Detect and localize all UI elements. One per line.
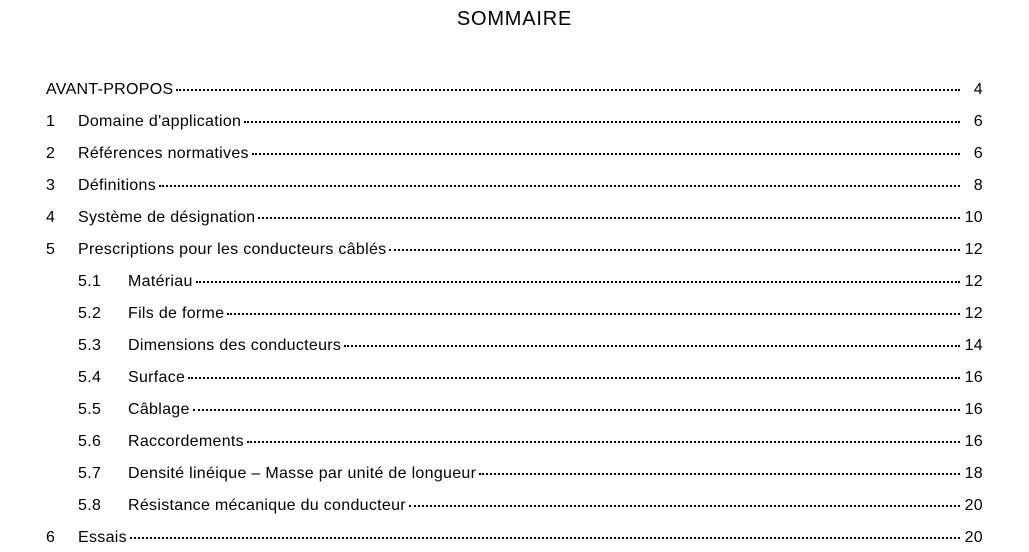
toc-leader-dots	[188, 377, 960, 379]
toc-leader-dots	[176, 89, 960, 91]
toc-entry-number: 5.2	[78, 305, 128, 323]
toc-entry-label: Références normatives	[78, 145, 249, 163]
toc-entry: 5.4Surface 16	[46, 369, 983, 387]
toc-entry-page: 20	[963, 529, 983, 547]
toc-entry-number: 3	[46, 177, 78, 195]
toc-entry-page: 12	[963, 241, 983, 259]
toc-leader-dots	[252, 153, 960, 155]
toc-entry-label: Résistance mécanique du conducteur	[128, 497, 406, 515]
toc-entry-label: Dimensions des conducteurs	[128, 337, 341, 355]
toc-entry-number: 6	[46, 529, 78, 547]
toc-entry: 5.1Matériau 12	[46, 273, 983, 291]
toc-leader-dots	[247, 441, 960, 443]
toc-entry-page: 18	[963, 465, 983, 483]
toc-entry-label: Essais	[78, 529, 127, 547]
toc-entry-number: 5.7	[78, 465, 128, 483]
toc-entry: 5.6Raccordements 16	[46, 433, 983, 451]
toc-entry-page: 20	[963, 497, 983, 515]
toc-entry-page: 14	[963, 337, 983, 355]
toc-entry-number: 5.5	[78, 401, 128, 419]
toc-entry: 5.5Câblage 16	[46, 401, 983, 419]
toc-leader-dots	[193, 409, 960, 411]
toc-leader-dots	[479, 473, 960, 475]
toc-entry: 2Références normatives 6	[46, 145, 983, 163]
toc-entry-label: Câblage	[128, 401, 190, 419]
toc-leader-dots	[227, 313, 960, 315]
toc-entry-number: 5	[46, 241, 78, 259]
toc-entry-number: 5.8	[78, 497, 128, 515]
toc-leader-dots	[409, 505, 960, 507]
toc-leader-dots	[196, 281, 960, 283]
toc-entry-label: AVANT-PROPOS	[46, 81, 173, 99]
toc-entry-page: 6	[963, 145, 983, 163]
toc-entry: 1Domaine d'application 6	[46, 113, 983, 131]
toc-entry-page: 12	[963, 305, 983, 323]
toc-leader-dots	[159, 185, 960, 187]
toc-entry-label: Système de désignation	[78, 209, 255, 227]
toc-entry: 5Prescriptions pour les conducteurs câbl…	[46, 241, 983, 259]
toc-entry: 5.3Dimensions des conducteurs 14	[46, 337, 983, 355]
toc-entry: 6Essais 20	[46, 529, 983, 547]
toc-entry-label: Prescriptions pour les conducteurs câblé…	[78, 241, 386, 259]
toc-entry: 5.8Résistance mécanique du conducteur 20	[46, 497, 983, 515]
toc-entry-page: 16	[963, 433, 983, 451]
toc-entry: 4Système de désignation 10	[46, 209, 983, 227]
toc-entry: 3Définitions 8	[46, 177, 983, 195]
page-title: SOMMAIRE	[46, 8, 983, 31]
table-of-contents: AVANT-PROPOS41Domaine d'application62Réf…	[46, 81, 983, 547]
toc-entry-number: 5.3	[78, 337, 128, 355]
toc-entry-page: 16	[963, 369, 983, 387]
toc-entry-page: 6	[963, 113, 983, 131]
toc-entry-label: Surface	[128, 369, 185, 387]
toc-entry-page: 10	[963, 209, 983, 227]
toc-entry-number: 5.1	[78, 273, 128, 291]
toc-entry-number: 5.4	[78, 369, 128, 387]
toc-leader-dots	[389, 249, 960, 251]
toc-entry: AVANT-PROPOS 4	[46, 81, 983, 99]
toc-entry-label: Domaine d'application	[78, 113, 241, 131]
toc-entry-number: 5.6	[78, 433, 128, 451]
toc-entry-page: 8	[963, 177, 983, 195]
toc-entry-page: 12	[963, 273, 983, 291]
toc-leader-dots	[130, 537, 960, 539]
toc-entry-label: Raccordements	[128, 433, 244, 451]
toc-entry-page: 4	[963, 81, 983, 99]
toc-leader-dots	[258, 217, 960, 219]
toc-leader-dots	[244, 121, 960, 123]
toc-entry: 5.2Fils de forme 12	[46, 305, 983, 323]
toc-entry-number: 4	[46, 209, 78, 227]
toc-entry-page: 16	[963, 401, 983, 419]
toc-entry-label: Fils de forme	[128, 305, 224, 323]
page: SOMMAIRE AVANT-PROPOS 4 1Domaine d'applica…	[0, 0, 1029, 552]
toc-entry-label: Densité linéique – Masse par unité de lo…	[128, 465, 476, 483]
toc-entry-label: Définitions	[78, 177, 156, 195]
toc-leader-dots	[344, 345, 960, 347]
toc-entry-number: 2	[46, 145, 78, 163]
toc-entry-label: Matériau	[128, 273, 193, 291]
toc-entry-number: 1	[46, 113, 78, 131]
toc-entry: 5.7Densité linéique – Masse par unité de…	[46, 465, 983, 483]
